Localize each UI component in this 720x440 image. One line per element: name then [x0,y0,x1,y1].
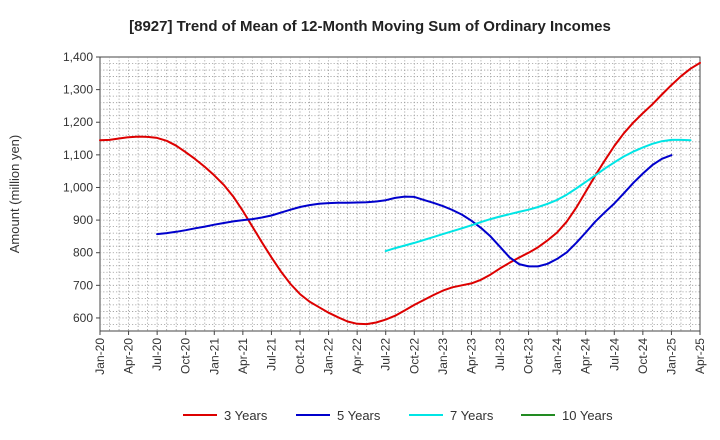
x-tick-label: Apr-23 [464,338,478,374]
x-tick-label: Jul-23 [493,338,507,371]
y-tick-label: 1,400 [63,50,93,64]
x-tick-label: Oct-24 [636,338,650,374]
y-tick-label: 800 [73,246,93,260]
y-tick-label: 1,000 [63,180,93,194]
legend-label-3-years: 3 Years [224,408,268,423]
x-tick-label: Jan-24 [550,338,564,375]
x-tick-label: Jan-25 [664,338,678,375]
legend-label-5-years: 5 Years [337,408,381,423]
x-tick-label: Jan-22 [322,338,336,375]
legend-label-10-years: 10 Years [562,408,613,423]
y-axis-label: Amount (million yen) [7,135,22,254]
grid [100,57,700,331]
y-tick-label: 600 [73,311,93,325]
y-tick-label: 700 [73,278,93,292]
legend-label-7-years: 7 Years [450,408,494,423]
x-tick-label: Jul-21 [264,338,278,371]
legend: 3 Years 5 Years 7 Years 10 Years [183,408,613,423]
x-tick-label: Jul-22 [379,338,393,371]
x-tick-label: Oct-23 [522,338,536,374]
axes: 600 700 800 900 1,000 1,100 1,200 1,300 1,400 Jan… [63,50,707,375]
series-lines [99,61,701,326]
x-tick-label: Apr-24 [579,338,593,374]
x-tick-label: Jul-20 [150,338,164,371]
x-tick-label: Apr-20 [122,338,136,374]
x-tick-label: Jan-20 [93,338,107,375]
series-line-3-years [99,61,701,326]
y-tick-label: 1,100 [63,148,93,162]
y-tick-label: 1,200 [63,115,93,129]
y-tick-label: 900 [73,213,93,227]
x-tick-label: Apr-21 [236,338,250,374]
y-tick-label: 1,300 [63,83,93,97]
x-tick-label: Oct-21 [293,338,307,374]
x-tick-label: Apr-22 [350,338,364,374]
x-tick-label: Apr-25 [693,338,707,374]
x-tick-label: Oct-20 [179,338,193,374]
chart-title: [8927] Trend of Mean of 12-Month Moving … [129,18,611,35]
x-tick-label: Oct-22 [407,338,421,374]
x-tick-label: Jan-23 [436,338,450,375]
x-tick-label: Jul-24 [607,338,621,371]
x-tick-label: Jan-21 [207,338,221,375]
series-line-5-years [156,154,673,268]
series-line-7-years [384,138,692,253]
